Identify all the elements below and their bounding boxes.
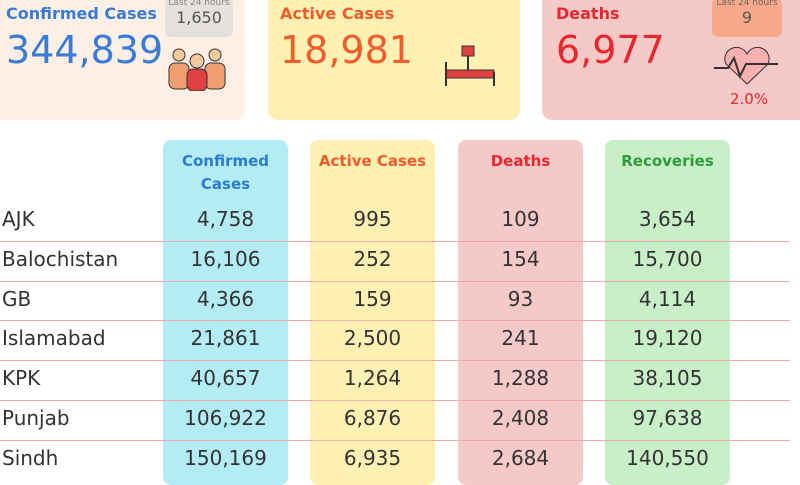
badge-label: Last 24 hours [168, 0, 230, 8]
table-cell: 2,408 [491, 406, 550, 430]
table-cell: 40,657 [190, 366, 261, 391]
card-value: 6,977 [556, 28, 665, 72]
table-cell: 16,106 [190, 246, 261, 271]
column-bg [310, 140, 435, 485]
region-name: Islamabad [2, 326, 106, 351]
row-rule [0, 240, 790, 242]
card-label: Deaths [556, 4, 620, 23]
row-rule [0, 400, 790, 401]
table-cell: 3,654 [638, 207, 697, 231]
table-cell: 150,169 [184, 445, 267, 470]
card-label: Confirmed Cases [6, 4, 157, 23]
table-cell: 4,366 [196, 286, 255, 311]
people-icon [168, 48, 226, 91]
row-rule [0, 320, 790, 322]
table-cell: 1,264 [343, 366, 402, 391]
table-cell: 140,550 [626, 445, 709, 470]
card-value: 18,981 [280, 28, 413, 72]
table-cell: 4,758 [196, 207, 255, 231]
row-rule [0, 360, 790, 362]
table-cell: 6,935 [343, 445, 402, 470]
table-cell: 2,684 [491, 445, 550, 470]
bed-icon [445, 45, 495, 86]
table-cell: 106,922 [184, 406, 267, 430]
last24-badge: Last 24 hours 9 [712, 0, 782, 37]
last24-badge: Last 24 hours 1,650 [165, 0, 233, 37]
table-cell: 995 [353, 207, 392, 231]
badge-label: Last 24 hours [716, 0, 778, 8]
row-rule [0, 439, 790, 441]
region-name: AJK [2, 207, 35, 231]
table-cell: 21,861 [190, 326, 261, 351]
column-header: Active Cases [318, 152, 427, 170]
badge-value: 1,650 [176, 8, 222, 27]
column-header: Deaths [490, 152, 551, 170]
table-cell: 19,120 [632, 326, 703, 351]
table-cell: 97,638 [632, 406, 703, 430]
column-header: Confirmed Cases [181, 152, 270, 193]
region-name: GB [2, 286, 32, 311]
table-cell: 252 [353, 246, 392, 271]
table-cell: 159 [353, 286, 392, 311]
table-cell: 2,500 [343, 326, 402, 351]
card-label: Active Cases [280, 4, 395, 23]
table-cell: 154 [501, 246, 540, 271]
column-bg [163, 140, 288, 485]
table-cell: 15,700 [632, 246, 703, 271]
badge-value: 9 [741, 8, 753, 27]
table-cell: 6,876 [343, 406, 402, 430]
region-name: Punjab [2, 406, 70, 430]
active-card: Active Cases 18,981 [268, 0, 520, 120]
table-cell: 241 [501, 326, 540, 351]
column-bg [458, 140, 583, 485]
region-name: Sindh [2, 445, 59, 470]
table-cell: 109 [501, 207, 540, 231]
column-header: Recoveries [621, 152, 714, 170]
card-value: 344,839 [6, 28, 164, 72]
table-cell: 1,288 [491, 366, 550, 391]
deaths-card: Deaths 6,977 Last 24 hours 9 2.0% [542, 0, 800, 120]
confirmed-card: Confirmed Cases 344,839 Last 24 hours 1,… [0, 0, 245, 120]
region-name: KPK [2, 366, 41, 391]
table-cell: 93 [507, 286, 534, 311]
heart-icon [714, 46, 778, 85]
death-rate: 2.0% [730, 90, 769, 108]
column-bg [605, 140, 730, 485]
region-name: Balochistan [2, 246, 119, 271]
table-cell: 4,114 [638, 286, 697, 311]
row-rule [0, 280, 790, 282]
table-cell: 38,105 [632, 366, 703, 391]
